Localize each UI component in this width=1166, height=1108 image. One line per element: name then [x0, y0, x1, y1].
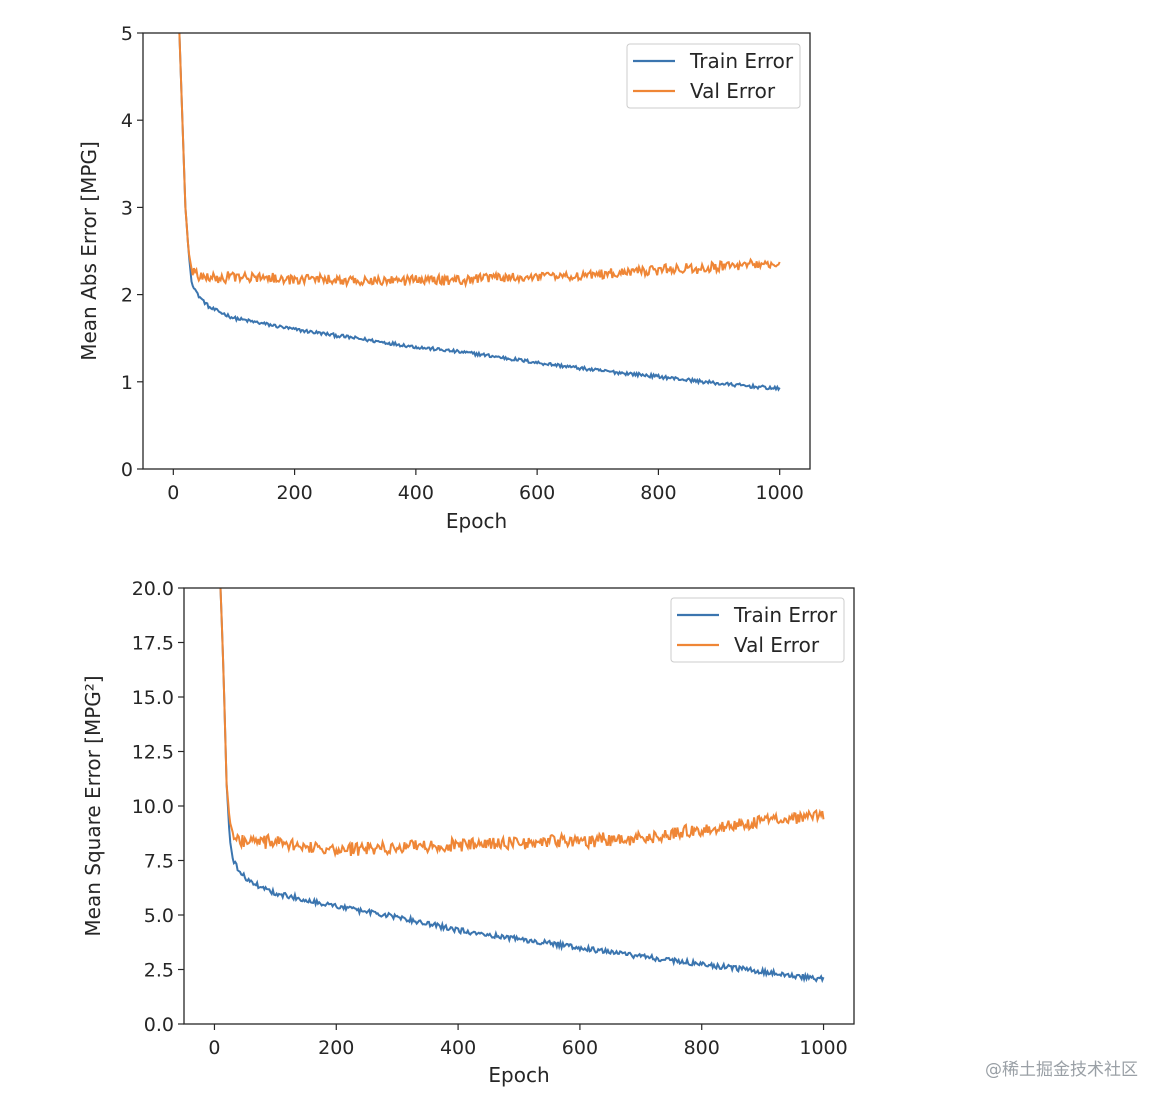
y-tick-label: 15.0 — [132, 687, 174, 709]
x-tick-label: 1000 — [799, 1037, 847, 1059]
x-tick-label: 200 — [276, 482, 312, 504]
y-tick-label: 12.5 — [132, 742, 174, 764]
y-tick-label: 3 — [121, 197, 133, 219]
x-tick-label: 0 — [167, 482, 179, 504]
x-tick-label: 800 — [640, 482, 676, 504]
y-axis-label: Mean Abs Error [MPG] — [77, 141, 101, 361]
axes-frame — [142, 32, 811, 470]
y-tick-label: 10.0 — [132, 796, 174, 818]
x-tick-label: 400 — [398, 482, 434, 504]
x-tick-label: 400 — [440, 1037, 476, 1059]
series-line-train-error — [178, 33, 781, 392]
y-tick-label: 2 — [121, 285, 133, 307]
legend-label: Train Error — [733, 603, 838, 627]
x-tick-label: 600 — [519, 482, 555, 504]
x-tick-label: 1000 — [756, 482, 804, 504]
x-tick-label: 200 — [318, 1037, 354, 1059]
series-line-val-error — [178, 33, 781, 289]
watermark: @稀土掘金技术社区 — [985, 1060, 1138, 1080]
y-tick-label: 17.5 — [132, 633, 174, 655]
series-line-train-error — [219, 588, 825, 984]
y-tick-label: 2.5 — [144, 960, 174, 982]
y-axis-label: Mean Square Error [MPG²] — [81, 675, 105, 936]
y-tick-label: 5 — [121, 23, 133, 45]
x-tick-label: 0 — [208, 1037, 220, 1059]
series-line-val-error — [219, 588, 825, 859]
y-tick-label: 0.0 — [144, 1014, 174, 1036]
y-tick-label: 20.0 — [132, 578, 174, 600]
x-axis-label: Epoch — [446, 509, 507, 533]
legend-label: Val Error — [690, 79, 776, 103]
legend-label: Val Error — [734, 633, 820, 657]
y-tick-label: 1 — [121, 372, 133, 394]
legend-label: Train Error — [689, 49, 794, 73]
y-tick-label: 0 — [121, 459, 133, 481]
y-tick-label: 4 — [121, 110, 133, 132]
x-tick-label: 800 — [684, 1037, 720, 1059]
chart-2: 0 200 400 600 800 1000 0.0 2.5 5.0 7.5 10.0 12.5 15.… — [81, 578, 855, 1087]
x-tick-label: 600 — [562, 1037, 598, 1059]
y-tick-label: 5.0 — [144, 905, 174, 927]
x-axis-label: Epoch — [488, 1063, 549, 1087]
y-tick-label: 7.5 — [144, 851, 174, 873]
chart-1: 0 200 400 600 800 1000 0 1 2 3 4 5 Epoch Mean Abs Err… — [77, 23, 811, 533]
